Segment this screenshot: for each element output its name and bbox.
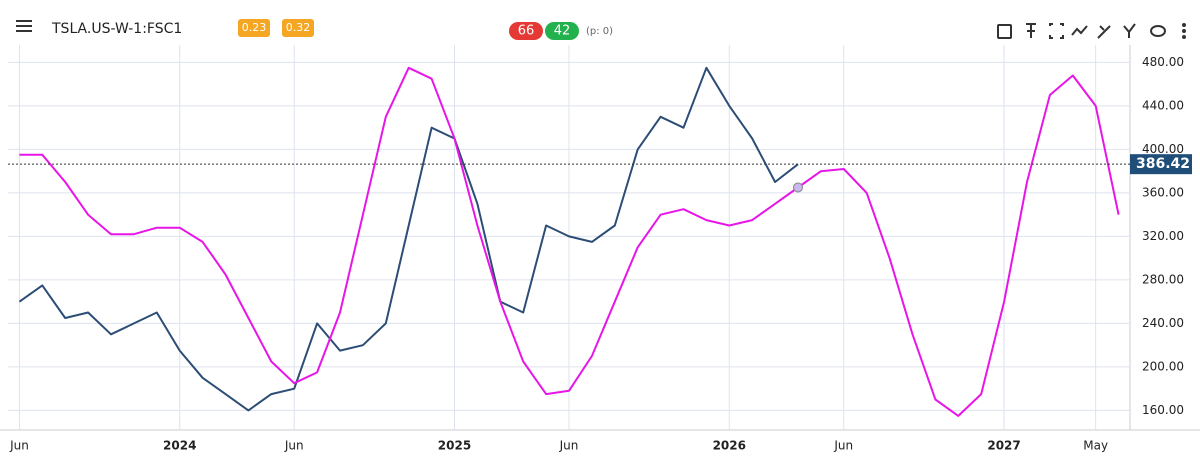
score-badge bbox=[509, 22, 543, 40]
series-line bbox=[18, 66, 799, 412]
series-line bbox=[19, 66, 1120, 417]
x-tick-label: 2027 bbox=[987, 439, 1020, 453]
y-tick-label: 280.00 bbox=[1142, 272, 1184, 286]
badge bbox=[238, 19, 270, 37]
y-tick-label: 320.00 bbox=[1142, 229, 1184, 243]
cycle-marker bbox=[792, 182, 803, 193]
p-label: (p: 0) bbox=[586, 26, 613, 37]
x-tick-label: 2026 bbox=[713, 439, 746, 453]
menu-icon[interactable] bbox=[16, 20, 32, 32]
x-tick-label: 2024 bbox=[163, 439, 196, 453]
x-tick-label: 2025 bbox=[438, 439, 471, 453]
x-tick-label: Jun bbox=[284, 439, 304, 453]
last-price-label: 386.42 bbox=[1136, 156, 1190, 172]
x-tick-label: May bbox=[1083, 439, 1108, 453]
y-tick-label: 480.00 bbox=[1142, 55, 1184, 69]
y-tick-label: 440.00 bbox=[1142, 98, 1184, 112]
score-text: 66 bbox=[518, 24, 535, 39]
badge-text: 0.32 bbox=[286, 21, 311, 34]
score-text: 42 bbox=[554, 24, 571, 39]
y-tick-label: 160.00 bbox=[1142, 403, 1184, 417]
y-tick-label: 360.00 bbox=[1142, 185, 1184, 199]
last-price-box bbox=[1130, 154, 1192, 175]
badge-text: 0.23 bbox=[242, 21, 267, 34]
x-tick-label: Jun bbox=[559, 439, 579, 453]
toolbar-icons[interactable] bbox=[997, 23, 1186, 39]
x-tick-label: Jun bbox=[9, 439, 29, 453]
y-tick-label: 240.00 bbox=[1142, 316, 1184, 330]
score-badge bbox=[545, 22, 579, 40]
symbol-title: TSLA.US-W-1:FSC1 bbox=[51, 21, 182, 37]
y-tick-label: 200.00 bbox=[1142, 359, 1184, 373]
badge bbox=[282, 19, 314, 37]
y-tick-label: 400.00 bbox=[1142, 142, 1184, 156]
x-tick-label: Jun bbox=[833, 439, 853, 453]
